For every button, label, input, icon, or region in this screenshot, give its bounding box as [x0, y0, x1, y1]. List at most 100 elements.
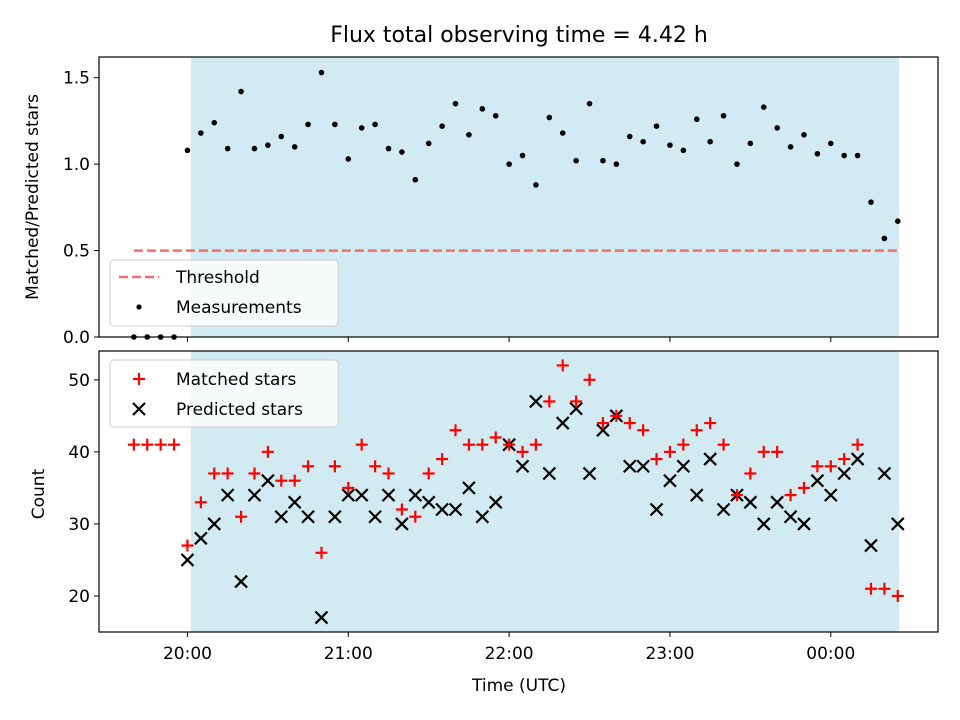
legend-predicted-swatch [132, 402, 146, 416]
bottom-y-tick-label: 50 [68, 371, 90, 391]
top-marks [131, 69, 901, 340]
predicted-star-point [877, 466, 892, 481]
measurement-point [318, 69, 325, 76]
predicted-star-point [341, 488, 356, 502]
x-tick-label: 21:00 [324, 644, 373, 664]
matched-star-point [194, 496, 207, 509]
measurement-point [412, 176, 419, 183]
predicted-star-point [462, 481, 476, 495]
predicted-star-point [354, 488, 369, 502]
top-y-tick-label: 0.0 [63, 328, 90, 348]
measurement-point [734, 161, 740, 167]
predicted-star-point [797, 517, 811, 531]
legend-measurements-label: Measurements [176, 298, 302, 318]
bottom-axes-frame [98, 350, 939, 633]
predicted-star-point [824, 488, 838, 502]
bottom-y-axis: 20 30 40 50 [68, 371, 99, 607]
predicted-star-point [328, 509, 342, 524]
predicted-star-point [515, 459, 530, 474]
matched-star-point [315, 546, 328, 559]
predicted-star-point [689, 488, 704, 502]
matched-star-point [168, 438, 181, 451]
bottom-panel: 20 30 40 50 20:00 21:00 22:00 23:00 00:00 Count… [29, 350, 939, 696]
measurement-point [265, 142, 271, 148]
matched-star-point [302, 460, 315, 473]
measurement-point [425, 140, 432, 147]
measurement-point [492, 112, 499, 119]
measurement-point [814, 150, 821, 157]
matched-star-point [757, 445, 770, 458]
measurement-point [626, 133, 633, 140]
measurement-point [559, 130, 566, 136]
matched-star-point [704, 417, 717, 430]
predicted-star-point [435, 502, 449, 517]
predicted-star-point [314, 610, 329, 625]
matched-star-point [369, 460, 382, 473]
matched-star-point [811, 460, 824, 473]
top-y-axis-label: Matched/Predicted stars [23, 94, 43, 300]
predicted-star-point [207, 517, 222, 531]
matched-star-point [744, 467, 757, 480]
measurement-point [506, 161, 512, 167]
matched-star-point [878, 582, 891, 595]
measurement-point [747, 140, 754, 147]
predicted-star-point [368, 509, 382, 524]
chart-title: Flux total observing time = 4.42 h [330, 23, 708, 48]
legend-threshold-label: Threshold [175, 268, 260, 288]
predicted-star-point [891, 517, 905, 531]
matched-star-point [717, 438, 730, 451]
predicted-star-point [569, 401, 583, 416]
matched-star-point [610, 409, 623, 422]
x-tick-label: 20:00 [163, 644, 212, 664]
top-x-ticks [186, 337, 832, 342]
matched-star-point [221, 467, 234, 480]
measurement-point [693, 116, 700, 123]
matched-star-point [422, 467, 435, 480]
bottom-y-tick-label: 20 [68, 587, 90, 607]
matched-star-point [596, 417, 609, 430]
predicted-star-point [381, 488, 396, 502]
predicted-star-point [408, 488, 423, 502]
measurement-point [854, 152, 861, 159]
matched-star-point [275, 474, 288, 487]
legend-matched-label: Matched stars [176, 370, 296, 390]
matched-star-point [784, 489, 797, 502]
predicted-star-point [448, 502, 463, 517]
matched-star-point [328, 460, 341, 473]
matched-star-point [141, 438, 154, 451]
matched-star-point [650, 453, 663, 466]
measurement-point [211, 119, 218, 126]
measurement-point [305, 121, 311, 128]
measurement-point [452, 100, 459, 107]
matched-star-point [382, 467, 395, 480]
matched-star-point [663, 445, 676, 458]
measurement-point [332, 121, 338, 128]
measurement-point [600, 157, 606, 164]
measurement-point [868, 199, 874, 205]
predicted-star-point [395, 517, 409, 531]
measurement-point [546, 114, 553, 121]
predicted-star-point [850, 452, 865, 466]
matched-star-point [476, 438, 489, 451]
predicted-star-point [743, 495, 758, 510]
matched-star-point [409, 510, 422, 523]
predicted-star-point [301, 509, 315, 524]
matched-star-point [583, 373, 596, 386]
matched-star-point [516, 445, 529, 458]
measurement-point [345, 156, 352, 162]
top-legend: Threshold Measurements [109, 259, 339, 327]
bottom-y-tick-label: 40 [68, 443, 90, 463]
matched-star-point [355, 438, 368, 451]
top-panel: 0.0 0.5 1.0 1.5 Matched/Predicted stars Thr… [23, 56, 939, 348]
measurement-point [680, 147, 687, 154]
matched-star-point [342, 481, 355, 494]
measurement-point [399, 149, 405, 155]
predicted-star-point [261, 473, 275, 488]
measurement-point [358, 125, 365, 131]
predicted-star-point [421, 495, 436, 510]
matched-star-point [838, 453, 851, 466]
matched-star-point [529, 438, 542, 451]
top-y-tick-label: 1.0 [63, 155, 90, 175]
predicted-star-point [488, 495, 503, 510]
